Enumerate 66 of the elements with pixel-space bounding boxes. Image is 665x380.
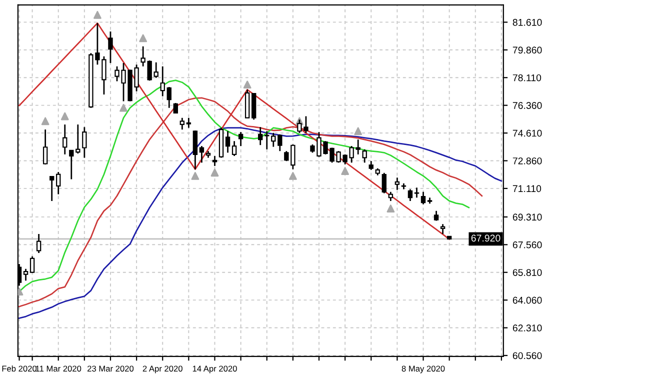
candlestick — [414, 186, 420, 198]
y-tick-label: 81.610 — [512, 18, 542, 26]
candlestick — [36, 233, 42, 254]
candlestick — [108, 30, 113, 64]
y-tick-label: 78.110 — [512, 74, 542, 82]
y-tick-label: 79.860 — [512, 46, 542, 54]
candlestick — [382, 172, 387, 194]
y-tick-label: 72.860 — [512, 157, 542, 164]
candlestick — [166, 86, 172, 109]
point — [139, 34, 148, 42]
y-tick-label: 65.810 — [512, 269, 542, 276]
point — [288, 172, 297, 180]
ref-line-label: 67.920 — [471, 234, 500, 242]
candlestick — [186, 117, 192, 128]
point — [341, 167, 350, 175]
y-tick-label: 67.560 — [512, 241, 542, 248]
candlestick — [160, 66, 165, 97]
candlestick — [30, 256, 35, 274]
candlestick — [56, 171, 61, 195]
candlestick — [23, 268, 28, 282]
candlestick — [232, 140, 237, 157]
point — [41, 117, 50, 126]
x-tick-label: Feb 2020 — [2, 365, 37, 372]
point — [354, 127, 362, 136]
y-tick-label: 76.360 — [512, 102, 542, 109]
candlestick — [42, 128, 48, 166]
y-tick-label: 69.310 — [512, 214, 542, 221]
candlestick — [199, 145, 204, 164]
point — [243, 80, 252, 89]
point — [60, 112, 69, 120]
candlestick — [278, 134, 282, 152]
candlestick — [394, 176, 400, 191]
candlestick — [192, 130, 198, 170]
y-tick-label: 74.610 — [512, 130, 542, 137]
candlestick — [62, 124, 68, 156]
x-tick-label: 8 May 2020 — [402, 366, 445, 374]
candlestick — [238, 131, 244, 147]
point — [191, 172, 200, 180]
candlestick — [258, 126, 263, 146]
y-tick-label: 60.560 — [512, 352, 542, 360]
x-tick-label: 11 Mar 2020 — [36, 366, 82, 372]
y-tick-label: 71.110 — [512, 185, 542, 192]
line-series — [18, 127, 502, 319]
candlestick — [49, 176, 54, 202]
x-tick-label: 23 Mar 2020 — [88, 366, 134, 372]
candlestick — [420, 191, 426, 205]
y-tick-label: 62.310 — [512, 324, 542, 332]
candlestick — [362, 148, 367, 164]
x-tick-label: 2 Apr 2020 — [142, 366, 182, 374]
candlestick — [180, 117, 185, 130]
candlestick — [440, 223, 446, 235]
candlestick — [82, 126, 87, 158]
candlestick — [69, 150, 74, 180]
candlestick — [271, 132, 276, 148]
x-tick-label: 14 Apr 2020 — [192, 366, 237, 374]
candlestick — [225, 130, 230, 154]
point — [120, 104, 128, 112]
candlestick — [212, 155, 218, 167]
point — [94, 10, 102, 19]
point — [210, 168, 219, 177]
point — [386, 204, 395, 213]
candlestick — [76, 124, 80, 154]
candlestick — [388, 191, 394, 202]
candlestick — [408, 188, 413, 202]
y-tick-label: 64.060 — [512, 296, 542, 304]
candlestick — [264, 130, 270, 150]
